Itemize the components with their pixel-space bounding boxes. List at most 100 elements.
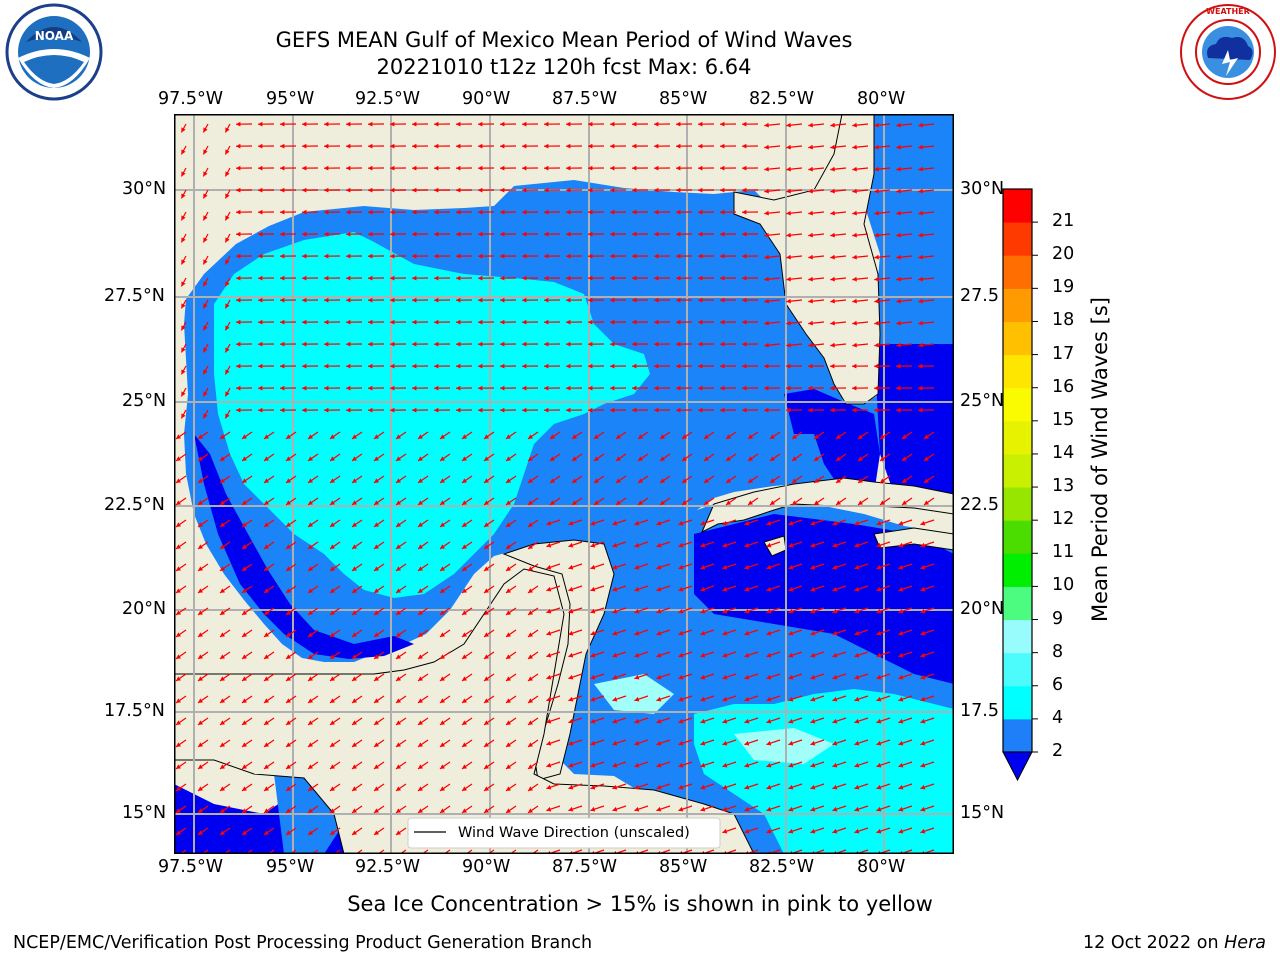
wind-arrow-head — [522, 121, 527, 127]
wind-arrow-head — [766, 586, 772, 592]
wind-arrow-head — [484, 808, 489, 813]
wind-arrow-head — [242, 522, 247, 527]
wind-arrow-head — [572, 478, 577, 483]
wind-arrow-head — [462, 478, 467, 483]
wind-arrow-head — [876, 828, 882, 834]
wind-arrow-head — [788, 762, 794, 768]
wind-arrow-head — [612, 630, 618, 636]
wind-arrow-head — [590, 718, 596, 724]
wind-arrow-head — [346, 165, 351, 171]
wind-arrow-head — [522, 319, 527, 325]
footer-branch: NCEP/EMC/Verification Post Processing Pr… — [13, 933, 593, 953]
wind-arrow-head — [203, 237, 208, 243]
wind-arrow-head — [854, 630, 860, 636]
colorbar-tick-label: 21 — [1052, 211, 1075, 232]
wind-arrow-head — [258, 143, 263, 149]
wind-arrow-head — [876, 520, 882, 526]
wind-arrow-head — [568, 586, 574, 592]
wind-arrow-head — [810, 674, 816, 680]
wind-arrow-head — [374, 456, 379, 461]
wind-arrow-head — [181, 347, 186, 353]
wind-arrow-head — [854, 828, 860, 834]
wind-arrow-head — [418, 786, 423, 791]
footer-machine: Hera — [1224, 933, 1266, 953]
wind-arrow-head — [656, 542, 662, 548]
wind-arrow-head — [522, 275, 527, 281]
wind-arrow-head — [236, 341, 241, 347]
wind-arrow-head — [396, 720, 401, 725]
wind-arrow-head — [330, 654, 335, 659]
wind-arrow-head — [396, 588, 401, 593]
wind-arrow-head — [346, 341, 351, 347]
wind-arrow-head — [478, 253, 483, 259]
wind-arrow-head — [590, 542, 596, 548]
wind-arrow-head — [700, 542, 706, 548]
wind-arrow-head — [264, 500, 269, 505]
wind-arrow-head — [704, 456, 709, 461]
wind-arrow-head — [220, 720, 225, 725]
wind-arrow-head — [225, 391, 230, 397]
wind-arrow-head — [324, 407, 329, 413]
wind-arrow-head — [788, 828, 794, 834]
wind-arrow-head — [236, 297, 241, 303]
wind-arrow-head — [590, 674, 596, 680]
colorbar-cell — [1003, 222, 1032, 256]
wind-arrow-head — [764, 342, 769, 348]
wind-arrow-head — [656, 674, 662, 680]
yucatan — [502, 539, 615, 781]
colorbar-cell — [1003, 453, 1032, 488]
wind-arrow-head — [220, 566, 225, 571]
wind-arrow-head — [880, 478, 885, 483]
wind-arrow-head — [550, 500, 555, 505]
wind-arrow-head — [181, 259, 186, 265]
wind-arrow-head — [720, 275, 725, 281]
wind-arrow-head — [748, 434, 753, 439]
wind-arrow-head — [720, 187, 725, 193]
wind-arrow-head — [572, 456, 577, 461]
wind-arrow-head — [544, 319, 549, 325]
wind-arrow-head — [176, 456, 181, 461]
wind-arrow-head — [203, 171, 208, 177]
colorbar-cell — [1003, 255, 1032, 289]
wind-arrow-head — [874, 407, 879, 413]
wind-arrow-head — [610, 385, 615, 391]
wind-arrow-head — [546, 784, 552, 790]
wind-arrow-head — [374, 478, 379, 483]
wind-arrow-head — [544, 165, 549, 171]
wind-arrow-head — [722, 828, 728, 834]
wind-arrow-head — [918, 254, 923, 260]
wind-arrow-head — [792, 456, 797, 461]
wind-arrow-head — [920, 696, 926, 702]
wind-arrow-head — [302, 143, 307, 149]
wind-arrow-head — [788, 718, 794, 724]
wind-arrow-head — [418, 522, 423, 527]
wind-arrow-head — [374, 654, 379, 659]
wind-arrow-head — [346, 231, 351, 237]
wind-arrow-head — [678, 674, 684, 680]
wind-arrow-head — [225, 413, 230, 419]
wind-arrow-head — [898, 586, 904, 592]
lat-label-left: 17.5°N — [104, 701, 165, 721]
wind-arrow-head — [352, 698, 357, 703]
wind-arrow-head — [830, 342, 835, 348]
wind-arrow-head — [634, 784, 640, 790]
lon-label-top: 87.5°W — [552, 89, 618, 109]
wind-arrow-head — [264, 698, 269, 703]
wind-arrow-head — [280, 363, 285, 369]
colorbar-tick-label: 17 — [1052, 343, 1075, 364]
wind-arrow-head — [544, 121, 549, 127]
wind-arrow-head — [590, 564, 596, 570]
wind-arrow-head — [368, 165, 373, 171]
wind-arrow-head — [808, 122, 813, 128]
wind-arrow-head — [236, 275, 241, 281]
wind-arrow-head — [832, 586, 838, 592]
wind-arrow-head — [528, 588, 533, 593]
wind-arrow-head — [678, 696, 684, 702]
wind-arrow-head — [396, 764, 401, 769]
footer-date: 12 Oct 2022 on Hera — [1083, 933, 1266, 953]
wind-arrow-head — [198, 632, 203, 637]
wind-arrow-head — [198, 676, 203, 681]
wind-arrow-head — [352, 566, 357, 571]
wind-arrow-head — [876, 740, 882, 746]
wind-arrow-head — [918, 210, 923, 216]
